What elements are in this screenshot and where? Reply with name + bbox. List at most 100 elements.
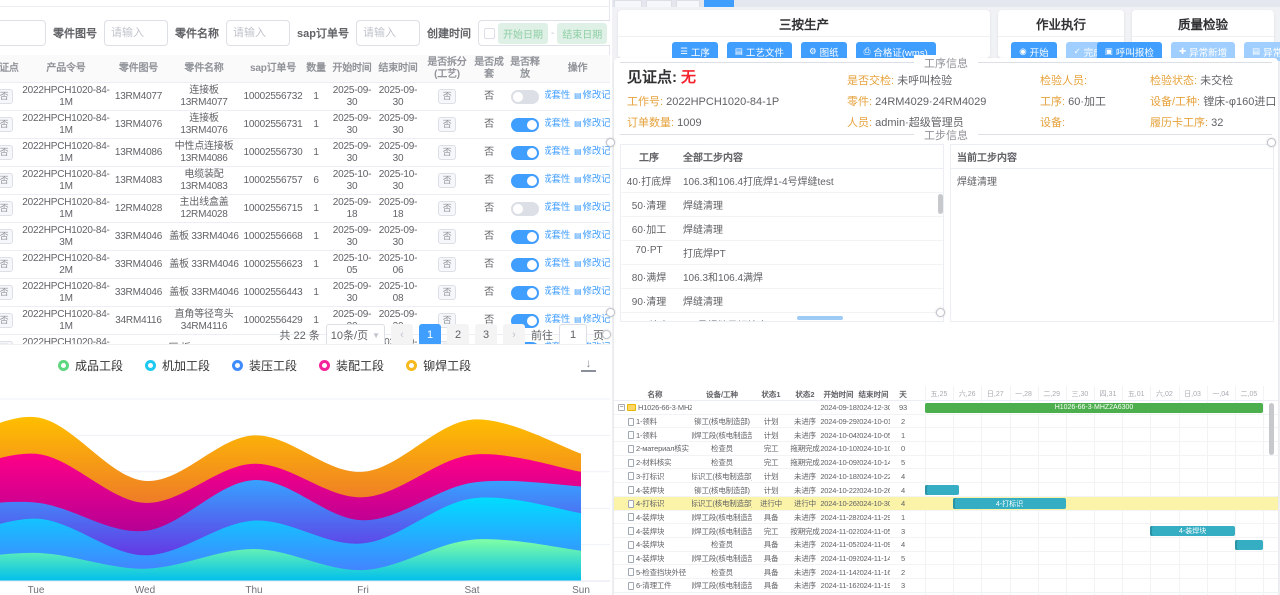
release-toggle[interactable] (511, 89, 539, 104)
completeness-link[interactable]: ◈成套性 (545, 146, 571, 158)
clipped-filter-input[interactable] (0, 20, 46, 46)
steps-vertical-scrollbar[interactable] (938, 194, 943, 214)
release-toggle[interactable] (511, 201, 539, 216)
gantt-bar[interactable]: 4-打标识 (953, 498, 1066, 509)
part-name-input[interactable] (226, 20, 290, 46)
completeness-link[interactable]: ◈成套性 (545, 258, 571, 270)
splitter-knob[interactable] (606, 308, 615, 317)
completeness-link[interactable]: ◈成套性 (545, 118, 571, 130)
gantt-row[interactable]: 6-清理工件铆焊工段(核电制造部) 具备 未进序 2024-11-162024-11-… (614, 579, 1278, 593)
splitter-knob[interactable] (606, 138, 615, 147)
completeness-link[interactable]: ◈成套性 (545, 90, 571, 102)
next-page-button[interactable]: › (503, 324, 525, 346)
section-divider-op-info: 工序信息 (620, 55, 1272, 71)
date-start-field[interactable]: 开始日期 (497, 22, 548, 44)
图纸-button[interactable]: ⚙ 图纸 (800, 42, 847, 61)
completeness-link[interactable]: ◈成套性 (545, 202, 571, 214)
gantt-row[interactable]: 5-检查挡块外径 检查员 具备 未进序 2024-11-14 2024-11-16 2 (614, 565, 1278, 580)
completeness-link[interactable]: ◈成套性 (545, 230, 571, 242)
gantt-cell: 未进序 (794, 417, 816, 427)
gantt-col-header: 名称 (647, 390, 663, 399)
page-button-3[interactable]: 3 (475, 324, 497, 346)
start-date: 2025-09-30 (332, 85, 372, 108)
date-range-picker[interactable]: 开始日期 - 结束日期 (477, 20, 610, 46)
呼叫报检-button[interactable]: ▣ 呼叫报检 (1096, 42, 1162, 61)
gantt-row[interactable]: 4-装焊块 检查员 具备 未进序 2024-11-05 2024-11-09 4 (614, 538, 1278, 552)
complete-flag: 否 (484, 202, 494, 214)
collapse-icon[interactable]: − (618, 404, 625, 412)
splitter-knob[interactable] (602, 330, 611, 339)
split-badge: 否 (437, 89, 457, 104)
工序-button[interactable]: ☰ 工序 (672, 42, 718, 61)
edit-record-link[interactable]: ▤修改记录 (574, 90, 610, 102)
异常新增-button[interactable]: ✚ 异常新增 (1170, 42, 1236, 61)
gantt-row[interactable]: 2-материал核实 检查员 完工 拖期完成 2024-10-10 2024-10-1… (614, 442, 1278, 456)
completeness-link[interactable]: ◈成套性 (545, 286, 571, 298)
开始-button[interactable]: ◉ 开始 (1011, 42, 1057, 61)
date-end-field[interactable]: 结束日期 (557, 22, 608, 44)
page-size-select[interactable]: 10条/页 ▼ (325, 324, 385, 346)
legend-item[interactable]: 装配工段 (319, 357, 384, 374)
异常记录-button[interactable]: ▤异常记录 (1244, 42, 1280, 61)
edit-record-link[interactable]: ▤修改记录 (574, 314, 610, 326)
tab-stub[interactable] (646, 0, 672, 7)
completeness-link[interactable]: ◈成套性 (545, 314, 571, 326)
gantt-row[interactable]: 4-装焊块铆焊工段(核电制造部)完工按期完成2024-11-022024-11-… (614, 524, 1278, 538)
gantt-cell: 2024-11-02 (820, 526, 857, 536)
splitter-knob[interactable] (1267, 138, 1276, 147)
edit-record-link[interactable]: ▤修改记录 (574, 230, 610, 242)
splitter-knob[interactable] (936, 308, 945, 317)
page-button-1[interactable]: 1 (419, 324, 441, 346)
gantt-bar[interactable]: H1026-66-3·MHZ2A6300 (925, 402, 1263, 413)
tab-active[interactable] (704, 0, 734, 7)
steps-horizontal-scrollbar[interactable] (797, 316, 843, 320)
prev-page-button[interactable]: ‹ (391, 324, 413, 346)
operation-detail-card: 工序信息 见证点: 无 工作号: 2022HPCH1020-84-1P 订单数量: … (614, 55, 1278, 595)
edit-record-link[interactable]: ▤修改记录 (574, 174, 610, 186)
tab-stub[interactable] (614, 0, 642, 7)
edit-record-link[interactable]: ▤修改记录 (574, 202, 610, 214)
download-chart-icon[interactable]: ↓ (581, 357, 596, 372)
tab-stub[interactable] (676, 0, 700, 7)
gantt-row[interactable]: 4-装焊块铆焊工段(核电制造部) 具备 未进序 2024-11-282024-11-2… (614, 511, 1278, 525)
legend-item[interactable]: 铆焊工段 (406, 357, 471, 374)
completeness-link[interactable]: ◈成套性 (545, 174, 571, 186)
gantt-row[interactable]: 4-装焊块铆焊工段(核电制造部) 具备 未进序 2024-11-092024-11-1… (614, 552, 1278, 566)
part-no-input[interactable] (104, 20, 168, 46)
edit-record-link[interactable]: ▤修改记录 (574, 146, 610, 158)
gantt-cell: 2024-10-01 (857, 417, 890, 427)
gantt-row[interactable]: 1-领料 铆工(核电制造部) 计划 未进序 2024-09-29 2024-10-01 2 (614, 415, 1278, 429)
gantt-bar[interactable] (1234, 539, 1264, 550)
gantt-cell: 铆工(核电制造部) (694, 417, 750, 427)
release-toggle[interactable] (511, 285, 539, 300)
release-toggle[interactable] (511, 173, 539, 188)
page-button-2[interactable]: 2 (447, 324, 469, 346)
legend-item[interactable]: 成品工段 (58, 357, 123, 374)
gantt-cell: 1-领料 (618, 415, 692, 429)
gantt-vertical-scrollbar[interactable] (1269, 403, 1274, 455)
goto-page-input[interactable] (559, 324, 587, 346)
gantt-row[interactable]: 1-领料铆焊工段(核电制造部) 计划 未进序 2024-10-042024-10-05… (614, 428, 1278, 443)
sap-order-input[interactable] (355, 20, 420, 46)
gantt-row[interactable]: 3-打标识 标识工(核电制造部) 计划 未进序 2024-10-18 2024-10-22… (614, 470, 1278, 484)
part-no: 13RM4086 (114, 146, 163, 158)
legend-item[interactable]: 装压工段 (232, 357, 297, 374)
gantt-bar[interactable] (925, 484, 959, 496)
call-inspect-icon: ▣ (1104, 46, 1113, 56)
edit-record-link[interactable]: ▤修改记录 (574, 286, 610, 298)
release-toggle[interactable] (511, 117, 539, 132)
gantt-row[interactable]: 4-装焊块 铆工(核电制造部) 计划 未进序 2024-10-22 2024-10-26 4 (614, 483, 1278, 497)
edit-record-link[interactable]: ▤修改记录 (574, 258, 610, 270)
gantt-row[interactable]: 2-材料核实 检查员 完工 拖期完成 2024-10-09 2024-10-14 5 (614, 456, 1278, 470)
edit-record-link[interactable]: ▤修改记录 (574, 118, 610, 130)
gantt-row[interactable]: −H1026-66-3·MHZ2A63002024-09-182024-12-3… (614, 401, 1278, 415)
工艺文件-button[interactable]: ▤ 工艺文件 (726, 42, 792, 61)
release-toggle[interactable] (511, 145, 539, 160)
date-range-checkbox[interactable] (483, 27, 495, 39)
gantt-row[interactable]: 4-打标识 标识工(核电制造部) 进行中 进行中 2024-10-26 2024-10-3… (614, 496, 1278, 511)
gantt-bar[interactable]: 4-装焊块 (1150, 525, 1235, 537)
legend-ring-icon (58, 360, 69, 371)
release-toggle[interactable] (511, 257, 539, 272)
legend-item[interactable]: 机加工段 (145, 357, 210, 374)
release-toggle[interactable] (511, 229, 539, 244)
